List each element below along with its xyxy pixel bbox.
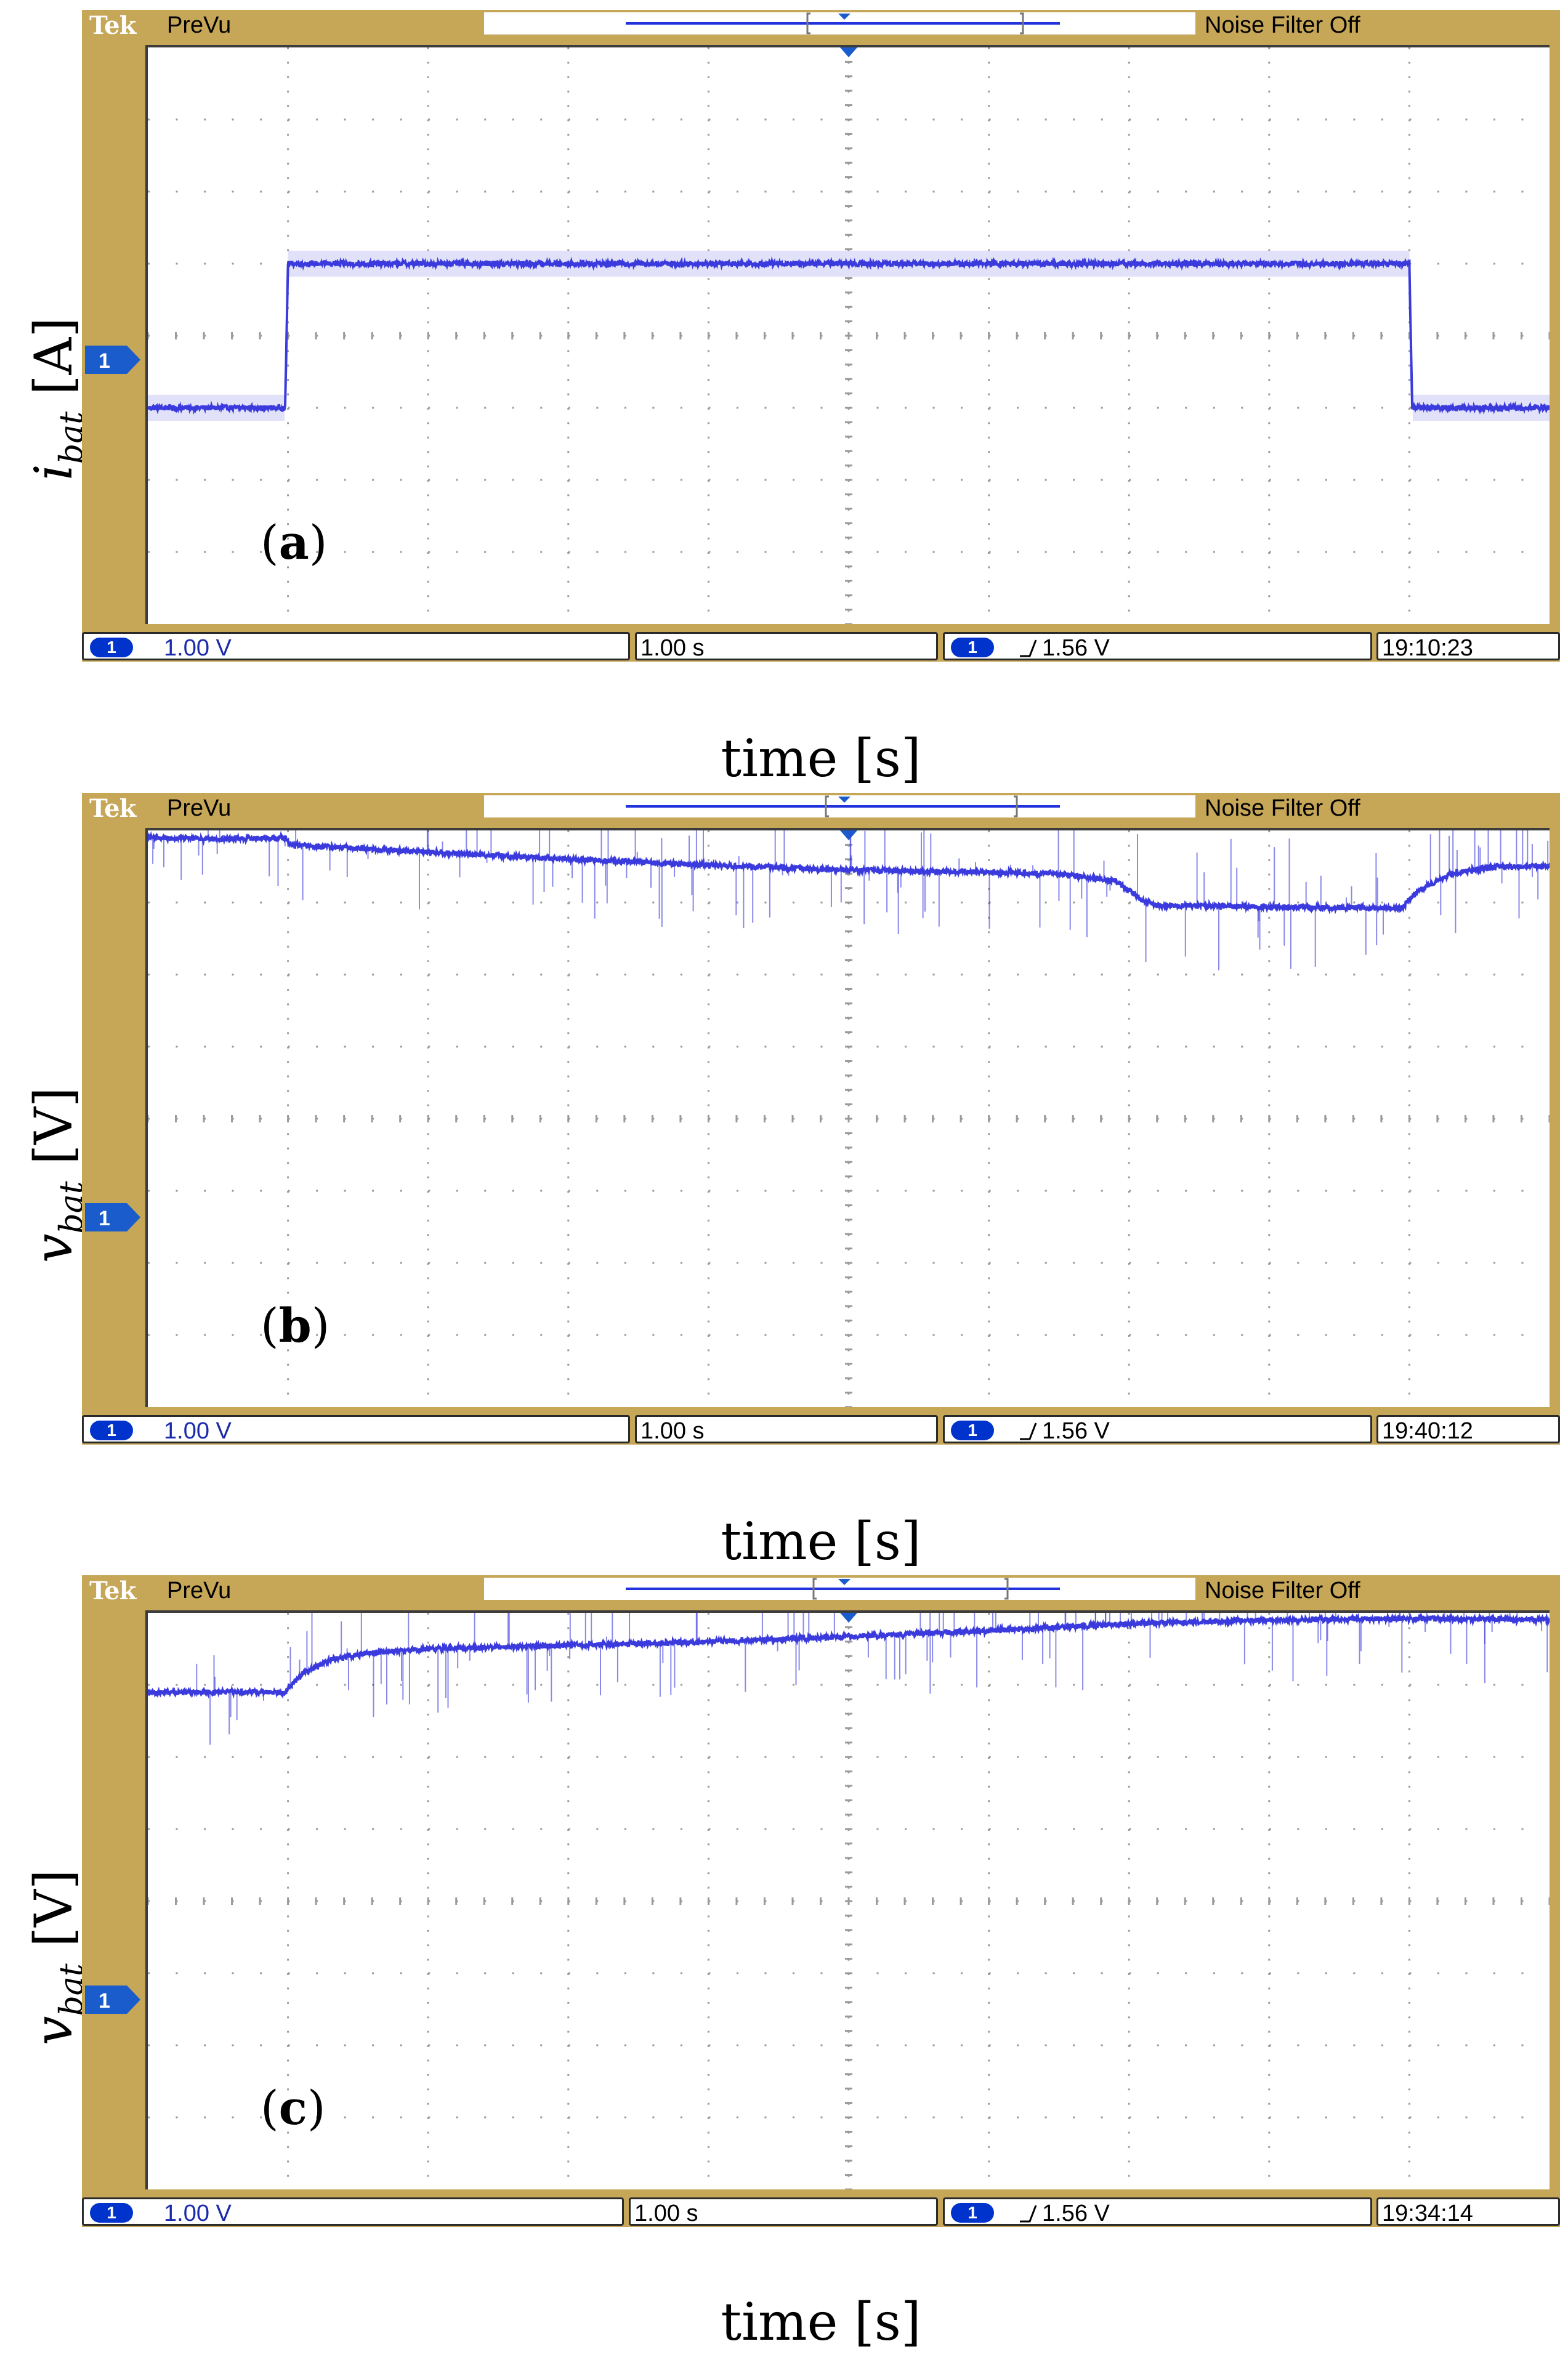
- channel-badge: 1: [90, 2203, 133, 2223]
- scope-frame-a: Tek PreVu Noise Filter Off 1 (a) 1: [82, 10, 1560, 662]
- tek-logo: Tek: [89, 11, 136, 40]
- rising-edge-icon: [1020, 1422, 1037, 1440]
- scope-frame-c: Tek PreVu Noise Filter Off 1 (c) 1: [82, 1575, 1560, 2227]
- series-line: [148, 256, 1550, 415]
- trigger-level: 1.56 V: [1042, 2201, 1110, 2226]
- rising-edge-icon: [1020, 2205, 1037, 2223]
- record-length-bar: [484, 1578, 1195, 1600]
- channel-scale-box: 1 1.00 V: [82, 2197, 624, 2226]
- record-length-bar: [484, 12, 1195, 34]
- noise-spikes: [196, 1613, 1548, 1745]
- series-line: [148, 830, 1550, 915]
- record-window-icon: [626, 1578, 1060, 1600]
- time-scale: 1.00 s: [641, 1418, 705, 1444]
- record-window-icon: [626, 12, 1060, 34]
- trigger-position-marker: [840, 47, 857, 57]
- x-axis-label-c: time [s]: [721, 2292, 921, 2352]
- trigger-box: 1 1.56 V: [943, 1415, 1372, 1444]
- timestamp-box: 19:34:14: [1376, 2197, 1560, 2226]
- channel-scale: 1.00 V: [164, 2201, 232, 2226]
- waveform-svg: [148, 830, 1550, 1407]
- channel-1-level-marker: 1: [85, 346, 140, 374]
- x-axis-label-a: time [s]: [721, 728, 921, 789]
- panel-label-b: (b): [261, 1298, 330, 1353]
- acquisition-mode: PreVu: [167, 12, 232, 38]
- status-bar: 1 1.00 V 1.00 s 1 1.56 V 19:10:23: [82, 632, 1560, 662]
- status-bar: 1 1.00 V 1.00 s 1 1.56 V 19:40:12: [82, 1415, 1560, 1445]
- trigger-level: 1.56 V: [1042, 1418, 1110, 1444]
- trigger-position-marker: [840, 1613, 857, 1623]
- plot-area: [145, 45, 1550, 624]
- timestamp-box: 19:10:23: [1376, 632, 1560, 661]
- channel-badge: 1: [90, 638, 133, 657]
- trigger-level: 1.56 V: [1042, 635, 1110, 661]
- time-scale-box: 1.00 s: [635, 632, 938, 661]
- y-axis-label-a: ibat [A]: [23, 317, 91, 481]
- scope-header: Tek PreVu Noise Filter Off: [82, 10, 1560, 40]
- channel-scale-box: 1 1.00 V: [82, 632, 630, 661]
- svg-text:1: 1: [99, 1207, 110, 1230]
- trigger-box: 1 1.56 V: [943, 2197, 1372, 2226]
- noise-spikes: [152, 830, 1549, 971]
- timestamp: 19:40:12: [1382, 1418, 1473, 1444]
- record-window-icon: [626, 795, 1060, 817]
- tek-logo: Tek: [89, 1576, 136, 1605]
- y-axis-label-b: vbat [V]: [23, 1087, 91, 1263]
- waveform-svg: [148, 1613, 1550, 2189]
- channel-scale-box: 1 1.00 V: [82, 1415, 630, 1444]
- scope-header: Tek PreVu Noise Filter Off: [82, 1575, 1560, 1605]
- x-axis-label-b: time [s]: [721, 1511, 921, 1572]
- graticule: [148, 830, 1550, 1407]
- panel-label-c: (c): [261, 2080, 326, 2135]
- svg-text:1: 1: [99, 349, 110, 373]
- timestamp: 19:34:14: [1382, 2201, 1473, 2226]
- channel-1-level-marker: 1: [85, 1986, 140, 2014]
- scope-frame-b: Tek PreVu Noise Filter Off 1 (b) 1: [82, 793, 1560, 1445]
- waveform-svg: [148, 47, 1550, 624]
- acquisition-mode: PreVu: [167, 795, 232, 821]
- plot-area: [145, 1610, 1550, 2189]
- trigger-position-marker: [840, 830, 857, 840]
- timestamp-box: 19:40:12: [1376, 1415, 1560, 1444]
- trigger-box: 1 1.56 V: [943, 632, 1372, 661]
- trigger-channel-badge: 1: [951, 2203, 994, 2223]
- noise-filter-status: Noise Filter Off: [1205, 12, 1360, 38]
- trigger-channel-badge: 1: [951, 1421, 994, 1440]
- time-scale: 1.00 s: [634, 2201, 698, 2226]
- scope-header: Tek PreVu Noise Filter Off: [82, 793, 1560, 823]
- time-scale-box: 1.00 s: [635, 1415, 938, 1444]
- time-scale-box: 1.00 s: [629, 2197, 938, 2226]
- series-line: [148, 1613, 1550, 1699]
- channel-badge: 1: [90, 1421, 133, 1440]
- y-axis-label-c: vbat [V]: [23, 1869, 91, 2045]
- timestamp: 19:10:23: [1382, 635, 1473, 661]
- channel-1-level-marker: 1: [85, 1203, 140, 1231]
- rising-edge-icon: [1020, 639, 1037, 657]
- status-bar: 1 1.00 V 1.00 s 1 1.56 V 19:34:14: [82, 2197, 1560, 2227]
- channel-scale: 1.00 V: [164, 635, 232, 661]
- graticule: [148, 1613, 1550, 2189]
- channel-scale: 1.00 V: [164, 1418, 232, 1444]
- graticule: [148, 47, 1550, 624]
- acquisition-mode: PreVu: [167, 1578, 232, 1604]
- noise-filter-status: Noise Filter Off: [1205, 795, 1360, 821]
- tek-logo: Tek: [89, 794, 136, 823]
- record-length-bar: [484, 795, 1195, 817]
- noise-filter-status: Noise Filter Off: [1205, 1578, 1360, 1604]
- time-scale: 1.00 s: [641, 635, 705, 661]
- panel-label-a: (a): [261, 515, 328, 570]
- svg-text:1: 1: [99, 1989, 110, 2013]
- trigger-channel-badge: 1: [951, 638, 994, 657]
- plot-area: [145, 828, 1550, 1407]
